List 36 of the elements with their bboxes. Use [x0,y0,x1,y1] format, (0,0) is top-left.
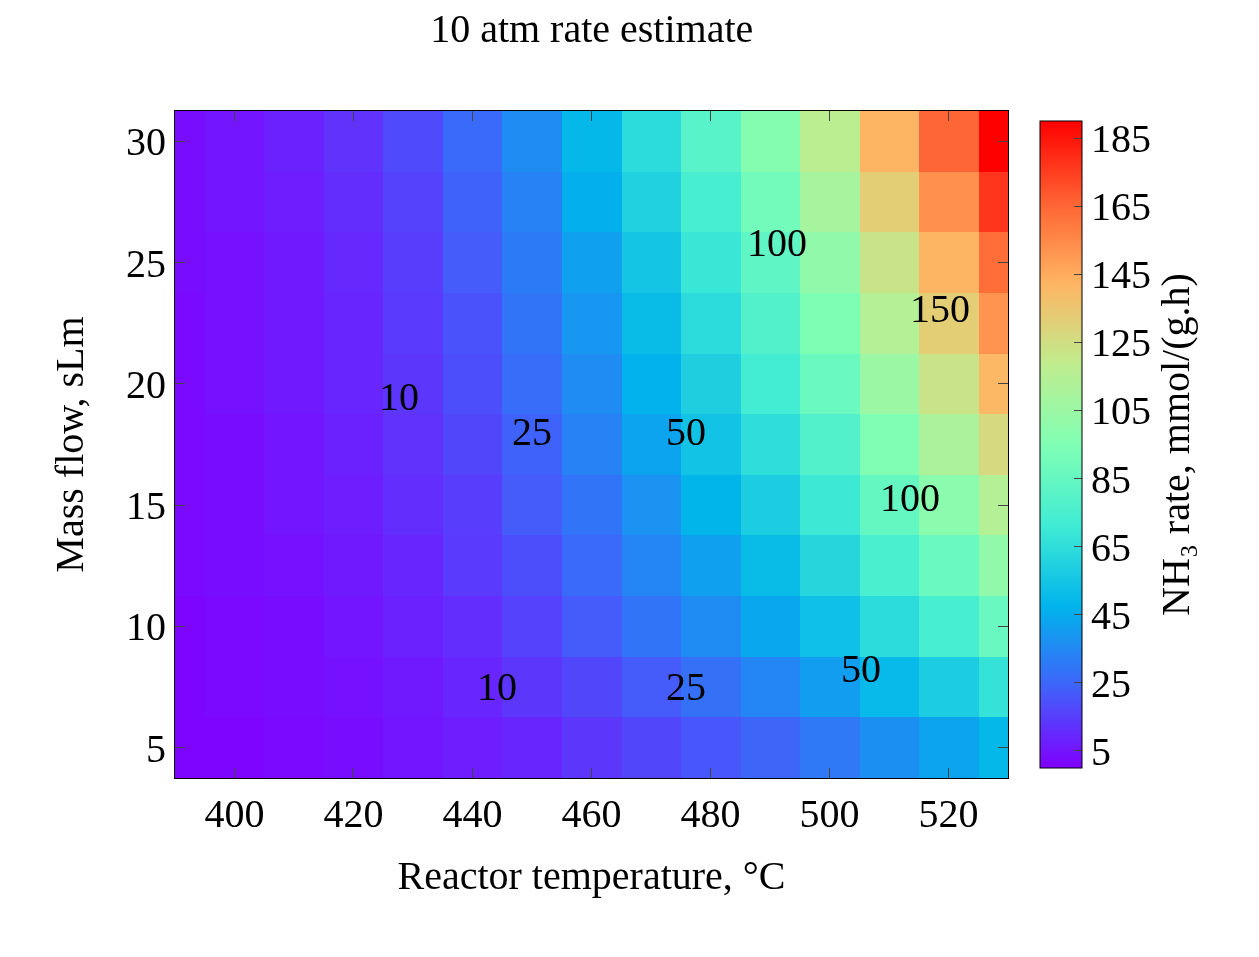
color-bar-label: 185 [1091,116,1151,162]
color-bar-label: 125 [1091,320,1151,366]
annotation: 10 [379,374,419,419]
x-axis-title: Reactor temperature, °C [397,852,786,898]
color-bar-label: 45 [1091,592,1131,638]
color-bar-title: NH₃ rate, mmol/(g.h) [1153,273,1198,616]
color-bar-label: 5 [1091,728,1111,774]
color-bar-label: 105 [1091,388,1151,434]
annotation: 50 [841,646,881,691]
y-tick-label: 10 [126,604,166,650]
chart-title: 10 atm rate estimate [430,6,754,52]
x-tick-label: 420 [323,791,384,836]
annotation: 100 [747,220,807,265]
color-bar-label: 145 [1091,252,1151,298]
color-bar-label: 85 [1091,456,1131,502]
x-tick-label: 520 [918,791,979,836]
y-tick-label: 15 [126,483,166,529]
annotation: 25 [512,409,552,454]
annotation: 150 [910,286,970,331]
annotation: 25 [666,664,706,709]
x-tick-label: 500 [799,791,860,836]
color-bar-label: 65 [1091,524,1131,570]
y-tick-label: 5 [146,725,166,771]
annotation: 10 [477,664,517,709]
x-tick-label: 480 [680,791,741,836]
annotation: 100 [880,475,940,520]
x-tick-label: 400 [204,791,265,836]
color-bar-label: 25 [1091,660,1131,706]
y-axis-title: Mass flow, sLm [46,316,92,573]
color-bar-label: 165 [1091,184,1151,230]
annotation: 50 [666,409,706,454]
x-tick-label: 460 [561,791,622,836]
y-tick-label: 20 [126,361,166,407]
y-tick-label: 30 [126,119,166,165]
y-tick-label: 25 [126,240,166,286]
x-tick-label: 440 [442,791,503,836]
